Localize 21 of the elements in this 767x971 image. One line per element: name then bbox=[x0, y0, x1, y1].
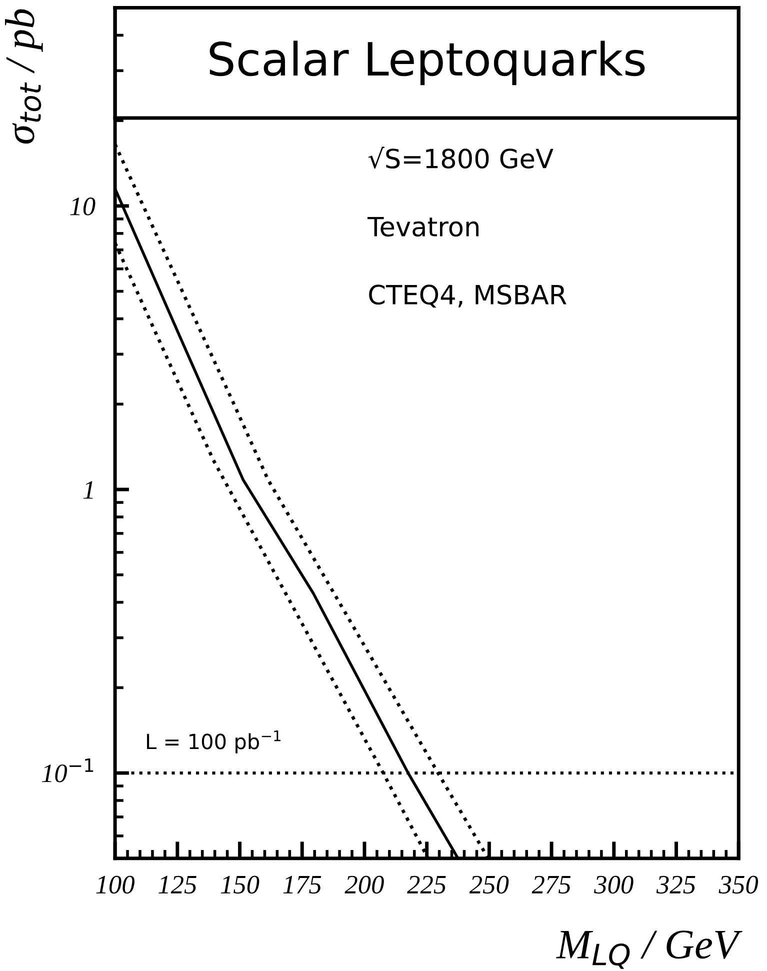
y-tick-label: 1 bbox=[83, 481, 93, 499]
x-tick-label: 200 bbox=[344, 876, 384, 894]
x-axis-title: M$_{LQ}$ / GeV bbox=[556, 930, 742, 969]
x-tick-label: 250 bbox=[469, 876, 509, 894]
x-tick-label: 225 bbox=[407, 876, 446, 894]
annotation: Tevatron bbox=[368, 216, 478, 237]
x-tick-label: 175 bbox=[283, 876, 322, 894]
y-tick-label: 10$^{−1}$ bbox=[42, 758, 94, 782]
x-tick-label: 350 bbox=[718, 876, 758, 894]
y-axis-title: σ$_{tot}$ / pb bbox=[5, 9, 43, 144]
x-tick-label: 300 bbox=[594, 876, 634, 894]
ref-line-label: L = 100 pb$^{−1}$ bbox=[147, 730, 280, 754]
x-tick-label: 150 bbox=[220, 876, 260, 894]
annotation: CTEQ4, MSBAR bbox=[369, 284, 566, 308]
y-tick-label: 10 bbox=[70, 198, 96, 216]
x-tick-label: 125 bbox=[158, 876, 196, 894]
x-tick-label: 275 bbox=[532, 876, 571, 894]
x-tick-label: 325 bbox=[656, 876, 696, 894]
x-tick-label: 100 bbox=[96, 876, 135, 894]
annotation: √S=1800 GeV bbox=[368, 146, 554, 169]
text: Scalar Leptoquarks bbox=[210, 40, 645, 86]
